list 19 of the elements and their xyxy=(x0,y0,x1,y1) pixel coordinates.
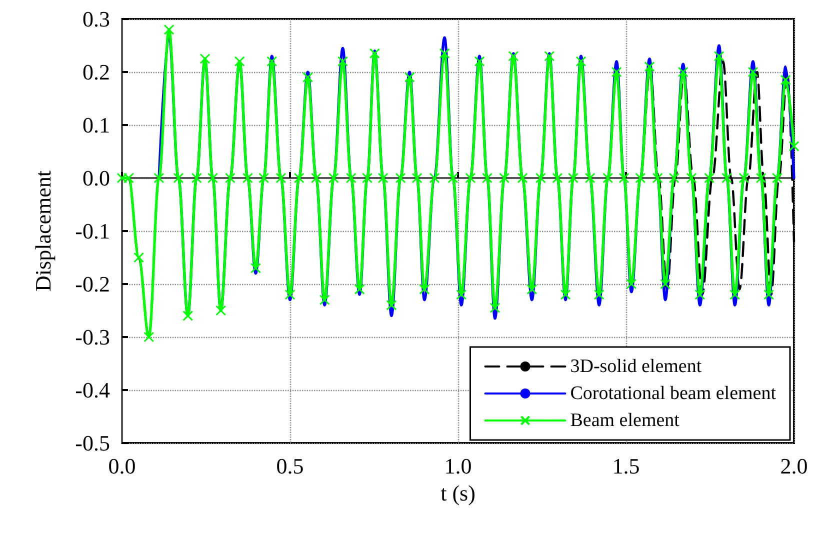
legend-label: Corotational beam element xyxy=(570,383,777,404)
y-tick-label: 0.0 xyxy=(82,166,110,190)
x-tick-label: 1.5 xyxy=(612,454,640,478)
legend-label: Beam element xyxy=(570,410,680,431)
y-tick-label: -0.4 xyxy=(75,378,110,402)
y-axis-title: Displacement xyxy=(30,170,56,292)
x-tick-label: 0.0 xyxy=(108,454,136,478)
y-tick-label: 0.3 xyxy=(82,6,110,32)
x-tick-label: 0.5 xyxy=(276,454,304,478)
y-tick-label: -0.5 xyxy=(75,430,110,456)
x-tick-label: 1.0 xyxy=(444,454,472,478)
y-tick-label: -0.1 xyxy=(75,218,110,244)
x-axis-title: t (s) xyxy=(440,480,476,506)
y-tick-label: 0.1 xyxy=(82,112,110,138)
legend-label: 3D-solid element xyxy=(570,356,702,377)
y-tick-label: -0.3 xyxy=(75,324,110,350)
x-tick-label: 2.0 xyxy=(780,454,808,478)
y-tick-label: -0.2 xyxy=(75,272,110,296)
y-tick-label: 0.2 xyxy=(82,60,110,84)
